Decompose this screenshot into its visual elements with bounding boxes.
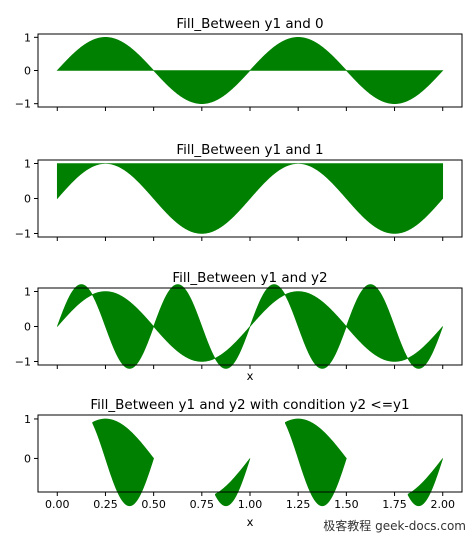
x-tick-label-4-5: 1.25	[286, 498, 311, 511]
fill-region-2-1	[56, 163, 444, 234]
fill-region-4-1	[92, 418, 154, 507]
x-axis-label-3: x	[247, 369, 254, 383]
x-tick-label-4-3: 0.75	[190, 498, 215, 511]
x-tick-label-4-4: 1.00	[238, 498, 263, 511]
fill-region-4-2	[215, 458, 251, 507]
x-tick-label-4-1: 0.25	[93, 498, 118, 511]
x-tick-label-4-2: 0.50	[141, 498, 166, 511]
y-tick-label-4-1: 1	[24, 413, 31, 426]
y-tick-label-4-0: 0	[24, 452, 31, 465]
y-tick-label-3-2: 1	[24, 286, 31, 299]
y-tick-label-3-0: −1	[15, 356, 31, 369]
fill-region-4-4	[407, 458, 444, 507]
y-tick-label-3-1: 0	[24, 321, 31, 334]
y-tick-label-1-1: 0	[24, 65, 31, 78]
y-tick-label-2-1: 0	[24, 193, 31, 206]
watermark: 极客教程 geek-docs.com	[323, 519, 466, 533]
panel-title-2: Fill_Between y1 and 1	[176, 142, 323, 158]
y-tick-label-1-0: −1	[15, 98, 31, 111]
fill-region-3-1	[56, 284, 444, 369]
panel-title-4: Fill_Between y1 and y2 with condition y2…	[90, 397, 409, 413]
x-tick-label-4-7: 1.75	[382, 498, 407, 511]
panel-title-3: Fill_Between y1 and y2	[172, 270, 327, 286]
x-tick-label-4-8: 2.00	[430, 498, 455, 511]
y-tick-label-2-2: 1	[24, 158, 31, 171]
x-tick-label-4-0: 0.00	[45, 498, 70, 511]
fill-region-1-1	[56, 37, 444, 104]
fill-region-4-3	[285, 418, 347, 507]
y-tick-label-2-0: −1	[15, 228, 31, 241]
x-axis-label-4: x	[247, 515, 254, 529]
panel-title-1: Fill_Between y1 and 0	[176, 16, 323, 32]
x-tick-label-4-6: 1.50	[334, 498, 359, 511]
y-tick-label-1-2: 1	[24, 31, 31, 44]
